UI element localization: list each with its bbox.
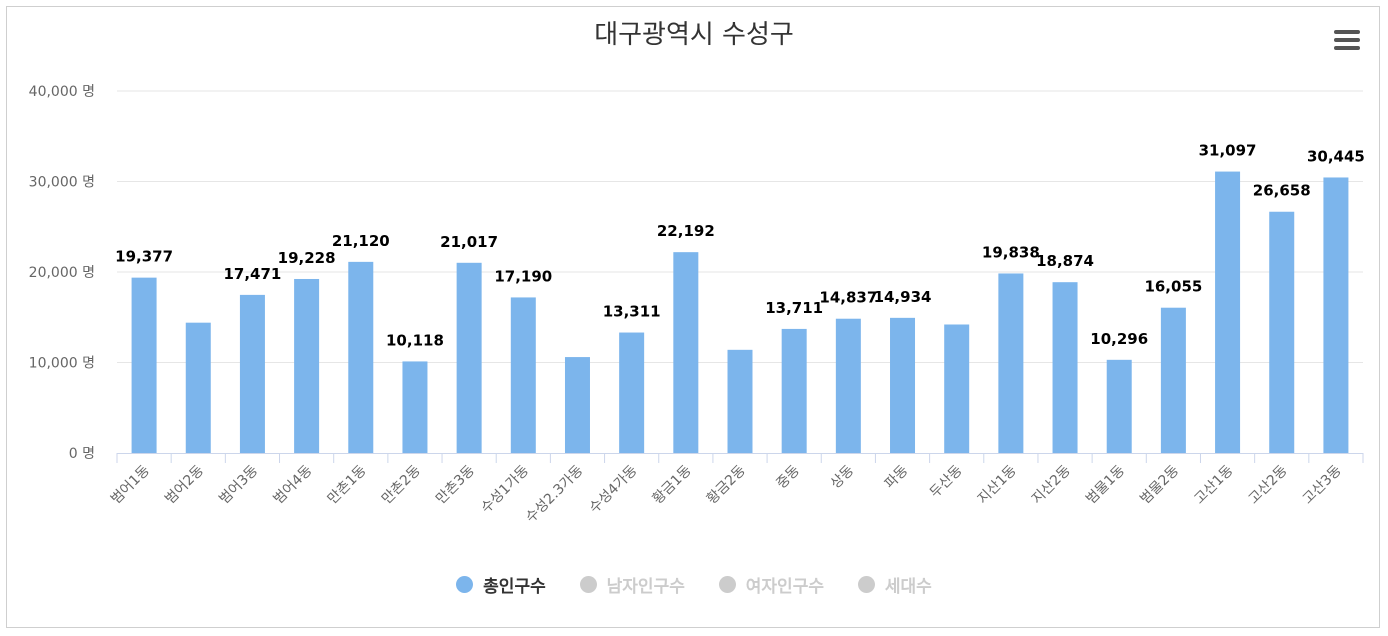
data-label: 26,658 bbox=[1253, 182, 1311, 200]
legend-dot-total bbox=[456, 576, 474, 593]
data-label: 21,120 bbox=[332, 232, 390, 250]
legend-dot-female bbox=[718, 576, 736, 593]
x-tick-label: 범물1동 bbox=[1083, 462, 1128, 507]
legend-item-households[interactable]: 세대수 bbox=[857, 572, 932, 597]
y-tick-label: 20,000 명 bbox=[29, 265, 95, 281]
bar[interactable] bbox=[564, 357, 590, 453]
bar[interactable] bbox=[1323, 177, 1349, 453]
data-label: 22,192 bbox=[657, 222, 715, 240]
menu-line bbox=[1334, 38, 1360, 42]
data-label: 30,445 bbox=[1307, 147, 1365, 165]
data-label: 16,055 bbox=[1144, 278, 1202, 296]
data-label: 21,017 bbox=[440, 233, 498, 251]
legend: 총인구수 남자인구수 여자인구수 세대수 bbox=[0, 572, 1388, 598]
bar[interactable] bbox=[456, 262, 482, 453]
menu-line bbox=[1334, 46, 1360, 50]
x-tick-label: 중동 bbox=[773, 462, 803, 492]
legend-item-female[interactable]: 여자인구수 bbox=[718, 572, 824, 597]
x-tick-label: 만촌2동 bbox=[379, 462, 424, 507]
bar[interactable] bbox=[890, 317, 916, 453]
x-tick-label: 황금1동 bbox=[650, 462, 695, 507]
hamburger-menu-icon[interactable] bbox=[1334, 30, 1360, 52]
bar[interactable] bbox=[1215, 171, 1241, 453]
bar[interactable] bbox=[402, 361, 428, 453]
x-tick-label: 범어1동 bbox=[108, 462, 153, 507]
data-label: 10,118 bbox=[386, 331, 444, 349]
y-tick-label: 40,000 명 bbox=[29, 84, 95, 100]
bar-chart: 0 명 10,000 명 20,000 명 30,000 명 40,000 명 19,37… bbox=[29, 84, 1365, 526]
legend-label-male: 남자인구수 bbox=[606, 577, 685, 597]
x-tick-label: 파동 bbox=[882, 462, 912, 492]
bar[interactable] bbox=[294, 278, 320, 453]
chart-title: 대구광역시 수성구 bbox=[594, 20, 794, 50]
x-tick-label: 수성4가동 bbox=[586, 462, 640, 516]
x-tick-label: 지산1동 bbox=[975, 462, 1020, 507]
x-tick-label: 수성1가동 bbox=[478, 462, 532, 516]
y-tick-label: 10,000 명 bbox=[29, 356, 95, 372]
bar[interactable] bbox=[1052, 282, 1078, 453]
bar[interactable] bbox=[131, 277, 157, 453]
x-tick-label: 범어4동 bbox=[270, 462, 315, 507]
bar[interactable] bbox=[510, 297, 536, 453]
data-label: 14,934 bbox=[874, 288, 932, 306]
legend-label-households: 세대수 bbox=[884, 577, 932, 597]
data-label: 17,471 bbox=[223, 265, 281, 283]
x-tick-label: 지산2동 bbox=[1029, 462, 1074, 507]
x-tick-label: 범어2동 bbox=[162, 462, 207, 507]
data-label: 17,190 bbox=[494, 267, 552, 285]
data-label: 19,377 bbox=[115, 248, 173, 266]
data-label: 10,296 bbox=[1090, 330, 1148, 348]
x-tick-label: 만촌3동 bbox=[433, 462, 478, 507]
legend-dot-male bbox=[579, 576, 597, 593]
legend-item-total[interactable]: 총인구수 bbox=[456, 572, 546, 597]
x-tick-label: 고산1동 bbox=[1191, 462, 1236, 507]
data-label: 14,837 bbox=[819, 289, 877, 307]
x-tick-label: 황금2동 bbox=[704, 462, 749, 507]
legend-dot-households bbox=[857, 576, 875, 593]
menu-line bbox=[1334, 30, 1360, 34]
y-tick-label: 30,000 명 bbox=[29, 175, 95, 191]
bar[interactable] bbox=[239, 294, 265, 453]
bar[interactable] bbox=[348, 261, 374, 453]
x-tick-label: 범물2동 bbox=[1137, 462, 1182, 507]
x-tick-label: 수성2.3가동 bbox=[523, 462, 587, 526]
bar[interactable] bbox=[998, 273, 1024, 453]
data-label: 18,874 bbox=[1036, 252, 1094, 270]
data-label: 13,711 bbox=[765, 299, 823, 317]
bar[interactable] bbox=[727, 349, 753, 453]
data-label: 19,228 bbox=[278, 249, 336, 267]
bar[interactable] bbox=[944, 324, 970, 453]
data-label: 31,097 bbox=[1199, 142, 1257, 160]
x-tick-label: 두산동 bbox=[927, 462, 966, 501]
bar[interactable] bbox=[673, 252, 699, 453]
y-tick-label: 0 명 bbox=[69, 446, 95, 462]
x-tick-label: 상동 bbox=[828, 462, 858, 492]
bar[interactable] bbox=[781, 328, 807, 453]
legend-label-female: 여자인구수 bbox=[745, 577, 824, 597]
legend-item-male[interactable]: 남자인구수 bbox=[579, 572, 685, 597]
bar[interactable] bbox=[619, 332, 645, 453]
bar[interactable] bbox=[835, 318, 861, 453]
x-tick-label: 고산2동 bbox=[1246, 462, 1291, 507]
x-tick-label: 만촌1동 bbox=[325, 462, 370, 507]
bar[interactable] bbox=[1106, 359, 1132, 453]
legend-label-total: 총인구수 bbox=[483, 577, 546, 597]
data-label: 19,838 bbox=[982, 243, 1040, 261]
bar[interactable] bbox=[1269, 211, 1295, 453]
x-tick-label: 범어3동 bbox=[216, 462, 261, 507]
bar[interactable] bbox=[1160, 307, 1186, 453]
x-tick-label: 고산3동 bbox=[1300, 462, 1345, 507]
bar[interactable] bbox=[185, 322, 211, 453]
data-label: 13,311 bbox=[603, 303, 661, 321]
